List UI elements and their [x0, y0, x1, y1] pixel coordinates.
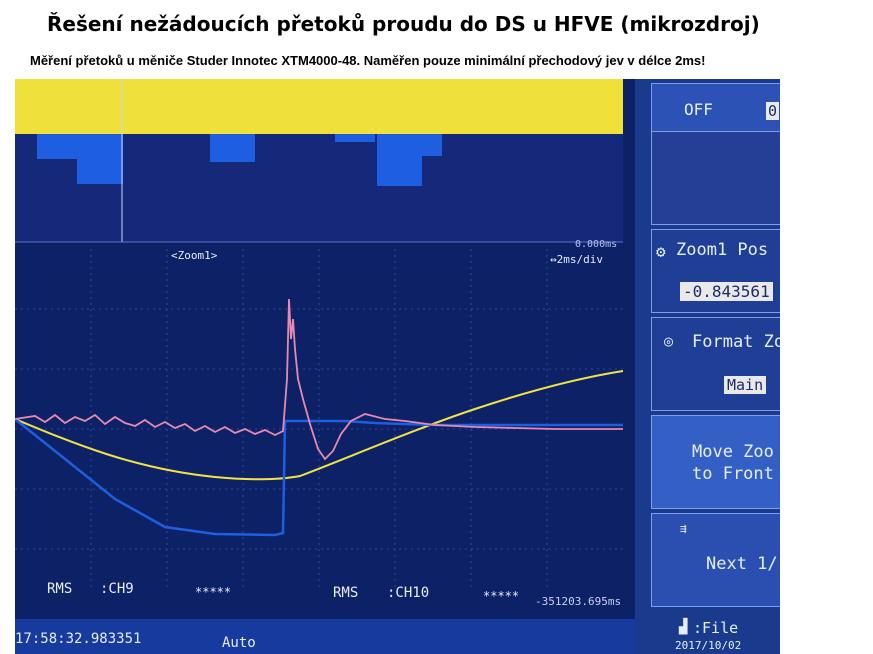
meas-2-label: RMS [333, 585, 359, 601]
off-button[interactable]: OFF 0 [651, 83, 780, 133]
meas-1-label: RMS [47, 581, 73, 597]
oscilloscope-photo: <Zoom1> 0.000ms ↔2ms/div RMS :CH9 ***** … [15, 79, 780, 654]
meas-2-value: ***** [483, 589, 520, 603]
move-label-2: to Front [692, 464, 774, 484]
timestamp: 17:58:32.983351 [15, 631, 142, 647]
pink-trace [15, 298, 623, 461]
file-label[interactable]: :File [693, 619, 739, 637]
zoom-pos-control[interactable]: ⚙ Zoom1 Pos -0.843561 [651, 229, 780, 313]
slide-title: Řešení nežádoucích přetoků proudu do DS … [47, 12, 760, 36]
off-value: 0 [766, 102, 780, 120]
time-offset: 0.000ms [575, 239, 618, 250]
meas-1-channel: :CH9 [100, 581, 134, 597]
zoom-pos-icon: ⚙ [656, 242, 666, 261]
slide-subtitle: Měření přetoků u měniče Studer Innotec X… [30, 53, 706, 68]
scope-display: <Zoom1> 0.000ms ↔2ms/div RMS :CH9 ***** … [15, 79, 635, 654]
yellow-trace [15, 370, 624, 481]
cursor-readout: -351203.695ms [535, 595, 622, 608]
format-radio-icon: ◎ [664, 332, 674, 350]
time-div: ↔2ms/div [550, 253, 603, 266]
meas-2-channel: :CH10 [387, 585, 430, 601]
next-label: Next 1/ [706, 554, 778, 574]
off-label: OFF [684, 100, 713, 119]
file-label-text: File [702, 619, 739, 637]
scope-waveforms [15, 79, 624, 589]
file-icon: ▟ [679, 619, 688, 635]
format-value: Main [724, 376, 767, 394]
status-bar [15, 619, 635, 654]
next-icon: ⇶ [680, 522, 687, 535]
overview-blue-blocks [37, 134, 442, 186]
next-page-button[interactable]: ⇶ Next 1/ [651, 513, 780, 607]
grid [15, 249, 623, 589]
blank-slot [651, 131, 780, 225]
date-readout: 2017/10/02 [675, 639, 742, 652]
blue-trace [15, 418, 623, 537]
zoom-pos-value[interactable]: -0.843561 [680, 282, 773, 301]
meas-1-value: ***** [195, 585, 232, 599]
side-menu: OFF 0 ⚙ Zoom1 Pos -0.843561 ◎ Format Zo … [635, 79, 780, 654]
format-zoom-control[interactable]: ◎ Format Zo Main [651, 317, 780, 411]
format-label: Format Zo [692, 332, 780, 352]
trigger-mode: Auto [222, 635, 256, 651]
overview-yellow-band [15, 79, 623, 134]
move-label-1: Move Zoo [692, 442, 774, 462]
zoom-label: <Zoom1> [171, 249, 218, 262]
move-zoom-button[interactable]: Move Zoo to Front [651, 415, 780, 509]
zoom-pos-label: Zoom1 Pos [676, 240, 769, 260]
